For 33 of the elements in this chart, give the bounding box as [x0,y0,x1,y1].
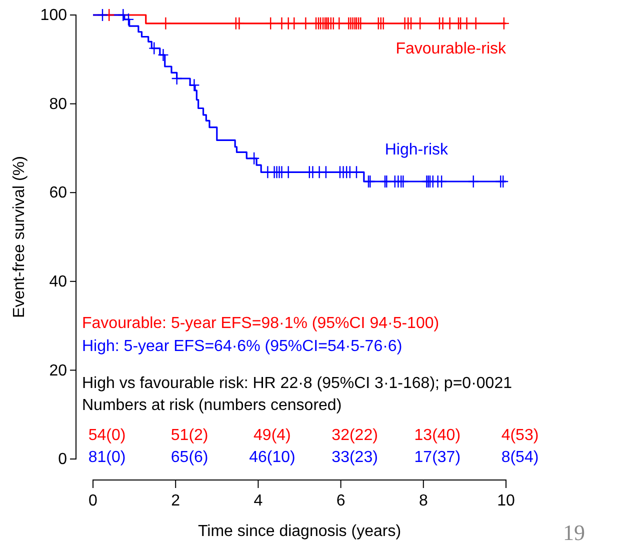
x-tick-label: 6 [336,492,346,510]
x-tick-label: 10 [497,492,515,510]
annotation: 49(4) [254,427,291,444]
y-axis-title: Event-free survival (%) [11,156,28,318]
y-tick-label: 20 [49,362,68,380]
series-label: High-risk [384,142,449,158]
annotation: Numbers at risk (numbers censored) [82,397,342,414]
y-tick-label: 0 [58,451,68,468]
x-tick-label: 4 [254,492,263,510]
annotation: Favourable: 5-year EFS=98·1% (95%CI 94·5-100) [82,315,440,332]
text: 19 [563,520,585,544]
annotation: 51(2) [170,427,208,444]
annotation: 8(54) [501,449,539,466]
annotation: 32(22) [332,427,378,444]
x-tick-label: 8 [418,492,428,510]
annotation: 13(40) [414,427,461,444]
annotation: High vs favourable risk: HR 22·8 (95%CI 3·1-168); p=0·0021 [82,375,512,392]
series-label: Favourable-risk [396,40,507,58]
annotation: High: 5-year EFS=64·6% (95%CI=54·5-76·6) [82,338,402,355]
annotation: 33(23) [332,449,378,466]
y-tick-label: 100 [40,7,68,24]
annotation: 54(0) [88,427,126,444]
x-tick-label: 0 [88,492,98,510]
y-tick-label: 60 [49,184,68,202]
y-tick-label: 80 [49,96,68,113]
annotation: 81(0) [88,449,126,466]
y-tick-label: 40 [49,274,68,291]
annotation: 46(10) [249,449,296,466]
annotation: 17(37) [414,449,461,466]
annotation: 4(53) [501,427,539,444]
x-axis-title: Time since diagnosis (years) [198,523,402,540]
x-tick-label: 2 [171,492,180,510]
annotation: 65(6) [170,449,208,466]
